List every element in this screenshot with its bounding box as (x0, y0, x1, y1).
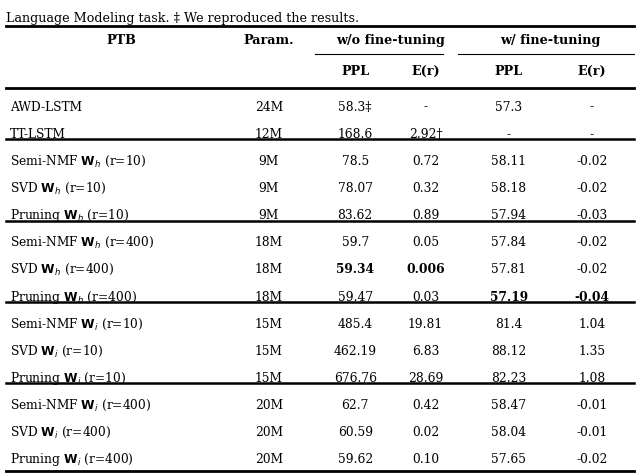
Text: 0.03: 0.03 (412, 290, 439, 304)
Text: 57.94: 57.94 (492, 209, 526, 222)
Text: SVD $\mathbf{W}_i$ (r=400): SVD $\mathbf{W}_i$ (r=400) (10, 425, 111, 440)
Text: SVD $\mathbf{W}_h$ (r=400): SVD $\mathbf{W}_h$ (r=400) (10, 262, 114, 278)
Text: 58.47: 58.47 (492, 399, 526, 412)
Text: Semi-NMF $\mathbf{W}_i$ (r=10): Semi-NMF $\mathbf{W}_i$ (r=10) (10, 317, 143, 332)
Text: 59.7: 59.7 (342, 236, 369, 249)
Text: -: - (590, 100, 594, 114)
Text: -: - (507, 128, 511, 141)
Text: 19.81: 19.81 (408, 317, 443, 331)
Text: 20M: 20M (255, 453, 283, 466)
Text: 676.76: 676.76 (333, 372, 377, 385)
Text: 18M: 18M (255, 290, 283, 304)
Text: 62.7: 62.7 (342, 399, 369, 412)
Text: 82.23: 82.23 (491, 372, 527, 385)
Text: E(r): E(r) (578, 65, 606, 78)
Text: PTB: PTB (107, 34, 136, 47)
Text: 59.47: 59.47 (338, 290, 372, 304)
Text: -0.02: -0.02 (576, 182, 608, 195)
Text: Language Modeling task. ‡ We reproduced the results.: Language Modeling task. ‡ We reproduced … (6, 12, 360, 25)
Text: 2.92†: 2.92† (409, 128, 442, 141)
Text: 9M: 9M (259, 155, 279, 168)
Text: -0.02: -0.02 (576, 155, 608, 168)
Text: -0.02: -0.02 (576, 236, 608, 249)
Text: w/ fine-tuning: w/ fine-tuning (500, 34, 600, 47)
Text: 12M: 12M (255, 128, 283, 141)
Text: 0.72: 0.72 (412, 155, 439, 168)
Text: -0.04: -0.04 (575, 290, 609, 304)
Text: 9M: 9M (259, 209, 279, 222)
Text: Pruning $\mathbf{W}_h$ (r=400): Pruning $\mathbf{W}_h$ (r=400) (10, 288, 136, 306)
Text: 58.11: 58.11 (492, 155, 526, 168)
Text: 15M: 15M (255, 372, 283, 385)
Text: Pruning $\mathbf{W}_i$ (r=400): Pruning $\mathbf{W}_i$ (r=400) (10, 451, 134, 468)
Text: 78.07: 78.07 (338, 182, 372, 195)
Text: 0.42: 0.42 (412, 399, 439, 412)
Text: 15M: 15M (255, 317, 283, 331)
Text: 83.62: 83.62 (337, 209, 373, 222)
Text: 6.83: 6.83 (412, 345, 439, 358)
Text: 59.62: 59.62 (337, 453, 373, 466)
Text: 1.04: 1.04 (579, 317, 605, 331)
Text: 78.5: 78.5 (342, 155, 369, 168)
Text: 58.3‡: 58.3‡ (339, 100, 372, 114)
Text: Semi-NMF $\mathbf{W}_h$ (r=10): Semi-NMF $\mathbf{W}_h$ (r=10) (10, 154, 147, 169)
Text: 24M: 24M (255, 100, 283, 114)
Text: 0.32: 0.32 (412, 182, 439, 195)
Text: 15M: 15M (255, 345, 283, 358)
Text: 0.10: 0.10 (412, 453, 439, 466)
Text: 18M: 18M (255, 236, 283, 249)
Text: SVD $\mathbf{W}_h$ (r=10): SVD $\mathbf{W}_h$ (r=10) (10, 181, 106, 196)
Text: 88.12: 88.12 (491, 345, 527, 358)
Text: 59.34: 59.34 (336, 263, 374, 277)
Text: 462.19: 462.19 (333, 345, 377, 358)
Text: Semi-NMF $\mathbf{W}_h$ (r=400): Semi-NMF $\mathbf{W}_h$ (r=400) (10, 235, 154, 250)
Text: -: - (590, 128, 594, 141)
Text: Param.: Param. (244, 34, 294, 47)
Text: 58.04: 58.04 (492, 426, 526, 439)
Text: 0.05: 0.05 (412, 236, 439, 249)
Text: 57.3: 57.3 (495, 100, 522, 114)
Text: SVD $\mathbf{W}_i$ (r=10): SVD $\mathbf{W}_i$ (r=10) (10, 344, 103, 359)
Text: 57.19: 57.19 (490, 290, 528, 304)
Text: 1.35: 1.35 (579, 345, 605, 358)
Text: 1.08: 1.08 (579, 372, 605, 385)
Text: PPL: PPL (495, 65, 523, 78)
Text: 18M: 18M (255, 263, 283, 277)
Text: 485.4: 485.4 (337, 317, 373, 331)
Text: 20M: 20M (255, 399, 283, 412)
Text: -0.01: -0.01 (577, 399, 607, 412)
Text: Pruning $\mathbf{W}_h$ (r=10): Pruning $\mathbf{W}_h$ (r=10) (10, 207, 129, 224)
Text: 20M: 20M (255, 426, 283, 439)
Text: -: - (424, 100, 428, 114)
Text: 57.81: 57.81 (492, 263, 526, 277)
Text: -0.02: -0.02 (576, 453, 608, 466)
Text: -0.03: -0.03 (577, 209, 607, 222)
Text: Semi-NMF $\mathbf{W}_i$ (r=400): Semi-NMF $\mathbf{W}_i$ (r=400) (10, 398, 151, 413)
Text: 9M: 9M (259, 182, 279, 195)
Text: 168.6: 168.6 (337, 128, 373, 141)
Text: TT-LSTM: TT-LSTM (10, 128, 65, 141)
Text: PPL: PPL (341, 65, 369, 78)
Text: 57.84: 57.84 (492, 236, 526, 249)
Text: E(r): E(r) (412, 65, 440, 78)
Text: -0.01: -0.01 (577, 426, 607, 439)
Text: 81.4: 81.4 (495, 317, 522, 331)
Text: 0.02: 0.02 (412, 426, 439, 439)
Text: 0.006: 0.006 (406, 263, 445, 277)
Text: 0.89: 0.89 (412, 209, 439, 222)
Text: AWD-LSTM: AWD-LSTM (10, 100, 82, 114)
Text: 60.59: 60.59 (338, 426, 372, 439)
Text: -0.02: -0.02 (576, 263, 608, 277)
Text: Pruning $\mathbf{W}_i$ (r=10): Pruning $\mathbf{W}_i$ (r=10) (10, 370, 125, 387)
Text: 28.69: 28.69 (408, 372, 444, 385)
Text: w/o fine-tuning: w/o fine-tuning (336, 34, 445, 47)
Text: 57.65: 57.65 (492, 453, 526, 466)
Text: 58.18: 58.18 (492, 182, 526, 195)
